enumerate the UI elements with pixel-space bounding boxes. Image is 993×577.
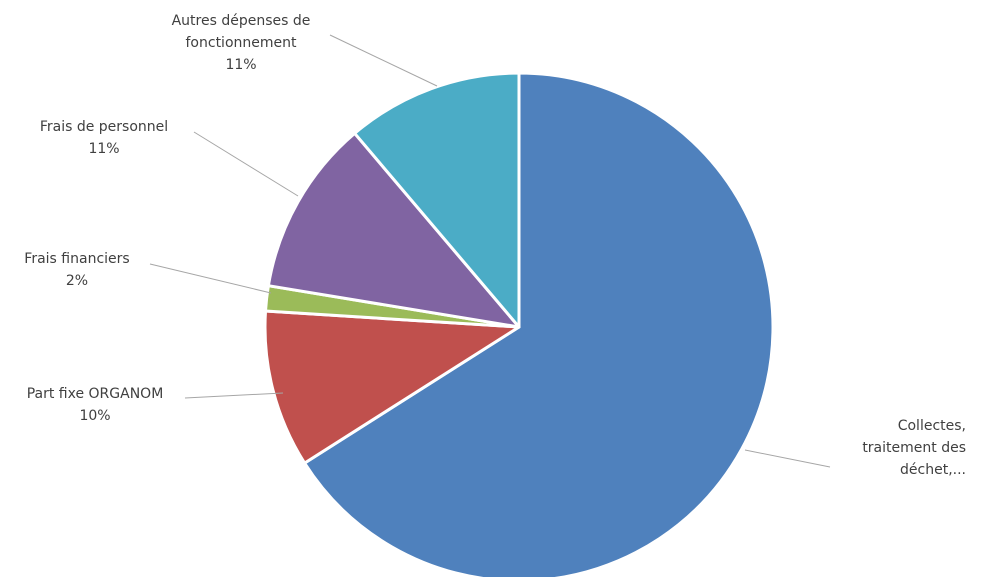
leader-line-collectes (744, 449, 831, 468)
leader-line-frais-de-personnel (193, 131, 299, 197)
slice-autres-depenses-de (353, 71, 521, 329)
data-label-autres-depenses-de: Autres dépenses de fonctionnement 11% (172, 13, 311, 73)
data-label-part-fixe-organom: Part fixe ORGANOM 10% (27, 386, 164, 424)
leader-line-part-fixe-organom (184, 392, 284, 399)
pie-slices (263, 71, 775, 577)
slice-part-fixe-organom (263, 309, 521, 465)
slice-collectes (303, 71, 775, 577)
data-label-collectes: Collectes, traitement des déchet,... (862, 418, 966, 478)
leader-line-frais-financiers (149, 263, 272, 294)
leader-line-autres-depenses-de (329, 34, 438, 87)
data-label-frais-de-personnel: Frais de personnel 11% (40, 119, 168, 157)
data-labels: Collectes, traitement des déchet,... Part f… (24, 13, 966, 478)
slice-frais-de-personnel (266, 131, 521, 329)
data-label-frais-financiers: Frais financiers 2% (24, 251, 129, 289)
